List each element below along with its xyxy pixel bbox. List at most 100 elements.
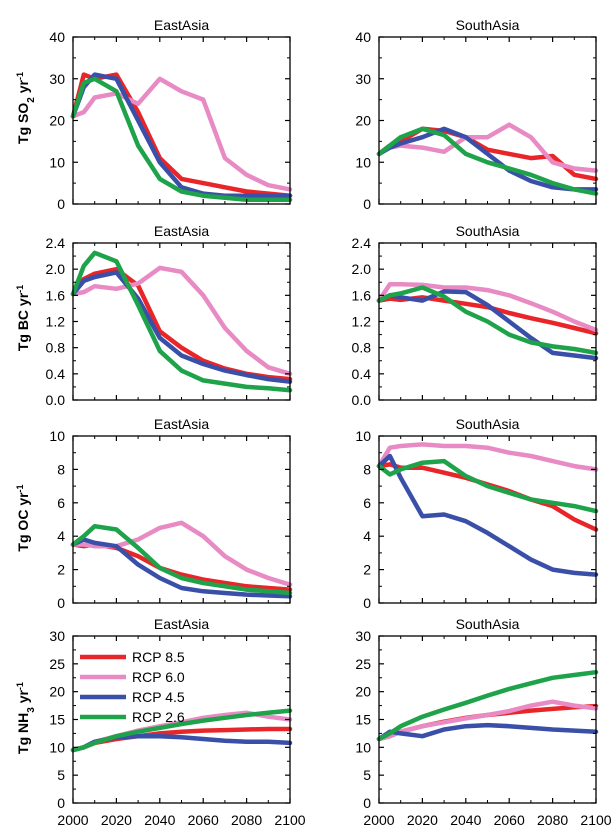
chart-panel-southasia-1: SouthAsia 0.0 0.4 0.8 1.2 1.6 2.0 2.4 [352,223,599,408]
panel-title: EastAsia [154,616,209,632]
series-line-rcp-6-0 [376,442,599,472]
series-line-rcp-6-0 [70,265,293,377]
x-tick-label: 2020 [101,812,132,828]
y-tick-label: 10 [49,739,65,755]
y-tick-label: 30 [49,628,65,644]
series-line-rcp-4-5 [376,289,599,361]
series-line-rcp-2-6 [70,708,293,753]
y-tick-label: 8 [57,461,65,477]
chart-panel-eastasia-2: EastAsia Tg OC yr-1 0 2 4 6 8 10 [15,416,293,611]
y-tick-label: 4 [363,528,371,544]
series-line-rcp-2-6 [376,669,599,742]
y-tick-label: 10 [355,154,371,170]
y-tick-label: 6 [363,495,371,511]
y-tick-label: 2.0 [352,261,372,277]
y-tick-label: 0 [363,795,371,811]
y-tick-label: 1.2 [46,314,66,330]
y-tick-label: 0.0 [46,392,66,408]
y-tick-label: 10 [49,154,65,170]
y-tick-label: 1.6 [46,287,66,303]
x-tick-label: 2000 [57,812,88,828]
x-tick-label: 2080 [231,812,262,828]
y-tick-label: 15 [49,712,65,728]
chart-panel-eastasia-3: EastAsia Tg NH3 yr-1 0 5 10 15 20 25 30 2000 2020 2… [15,616,306,828]
series-line-rcp-6-0 [70,520,293,587]
y-tick-label: 40 [49,29,65,45]
x-tick-label: 2040 [450,812,481,828]
y-tick-label: 0.0 [352,392,372,408]
y-tick-label: 10 [49,428,65,444]
legend-label: RCP 6.0 [132,669,185,685]
y-tick-label: 30 [49,71,65,87]
y-tick-label: 2.4 [352,235,372,251]
series-line-rcp-8-5 [376,295,599,336]
x-tick-label: 2060 [494,812,525,828]
y-tick-label: 5 [363,767,371,783]
series-line-rcp-4-5 [70,72,293,198]
panel-title: EastAsia [154,416,209,432]
panel-title: SouthAsia [456,416,520,432]
y-tick-label: 6 [57,495,65,511]
y-tick-label: 0 [57,196,65,212]
x-tick-label: 2100 [580,812,611,828]
chart-panel-eastasia-0: EastAsia Tg SO2 yr-1 0 10 20 30 40 [15,17,293,212]
panel-title: EastAsia [154,17,209,33]
y-tick-label: 8 [363,461,371,477]
y-tick-label: 30 [355,71,371,87]
y-axis-label: Tg BC yr-1 [15,285,31,351]
plot-frame [378,36,597,205]
y-axis-label: Tg OC yr-1 [15,484,31,551]
series-line-rcp-2-6 [376,458,599,514]
y-tick-label: 20 [49,113,65,129]
y-tick-label: 1.6 [352,287,372,303]
panel-title: SouthAsia [456,616,520,632]
y-tick-label: 10 [355,428,371,444]
panel-title: SouthAsia [456,223,520,239]
chart-panel-southasia-3: SouthAsia 0 5 10 15 20 25 30 2000 2020 2040 2060 208… [355,616,611,828]
y-tick-label: 2 [363,562,371,578]
y-tick-label: 5 [57,767,65,783]
x-tick-label: 2040 [144,812,175,828]
series-line-rcp-4-5 [70,537,293,599]
x-tick-label: 2080 [537,812,568,828]
x-tick-label: 2000 [363,812,394,828]
y-tick-label: 0 [57,795,65,811]
series-line-rcp-2-6 [376,285,599,356]
y-tick-label: 0.4 [352,366,372,382]
series-line-rcp-4-5 [376,126,599,192]
x-tick-label: 2020 [407,812,438,828]
series-line-rcp-4-5 [70,270,293,384]
y-tick-label: 1.2 [352,314,372,330]
x-tick-label: 2100 [274,812,305,828]
y-tick-label: 20 [355,684,371,700]
legend-label: RCP 8.5 [132,649,185,665]
panel-title: SouthAsia [456,17,520,33]
x-tick-label: 2060 [188,812,219,828]
y-tick-label: 15 [355,712,371,728]
y-tick-label: 10 [355,739,371,755]
y-tick-label: 0.8 [46,340,66,356]
series-line-rcp-6-0 [376,281,599,333]
series-line-rcp-8-5 [70,542,293,592]
series-line-rcp-2-6 [70,76,293,203]
series-line-rcp-4-5 [376,722,599,742]
series-line-rcp-4-5 [376,453,599,577]
chart-panel-southasia-2: SouthAsia 0 2 4 6 8 10 [355,416,599,611]
legend: RCP 8.5 RCP 6.0 RCP 4.5 RCP 2.6 [80,649,185,725]
y-tick-label: 2.4 [46,235,66,251]
y-tick-label: 0.4 [46,366,66,382]
plot-frame [378,435,597,604]
y-tick-label: 4 [57,528,65,544]
y-tick-label: 40 [355,29,371,45]
y-tick-label: 25 [355,656,371,672]
y-tick-label: 25 [49,656,65,672]
chart-panel-southasia-0: SouthAsia 0 10 20 30 40 [355,17,599,212]
series-line-rcp-6-0 [70,76,293,192]
y-tick-label: 0 [57,595,65,611]
y-tick-label: 20 [49,684,65,700]
y-tick-label: 30 [355,628,371,644]
series-line-rcp-2-6 [376,126,599,196]
y-tick-label: 2 [57,562,65,578]
y-tick-label: 0 [363,196,371,212]
